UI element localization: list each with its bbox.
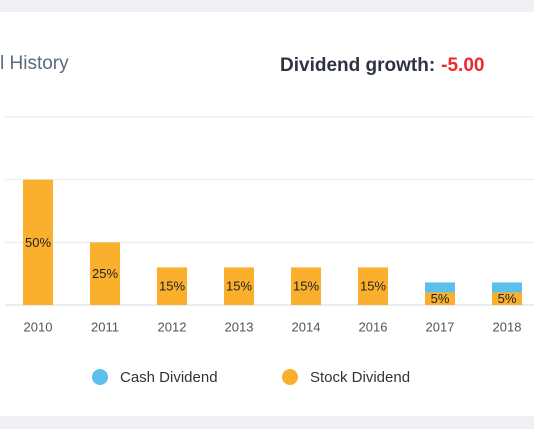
bar-segment xyxy=(291,267,321,305)
data-label: 15% xyxy=(293,279,319,294)
data-label: 15% xyxy=(226,279,252,294)
bar-segment xyxy=(425,282,455,293)
bar-segment xyxy=(492,292,522,305)
x-tick-label: 2017 xyxy=(426,319,455,334)
x-tick-label: 2011 xyxy=(91,319,119,334)
bar-segment xyxy=(425,292,455,305)
plot: 2010 50% 2011 25% 2012 15% 2013 15% 2014 15% 2016 1… xyxy=(5,116,534,386)
x-tick-label: 2010 xyxy=(24,319,53,334)
x-tick-label: 2016 xyxy=(359,319,388,334)
growth-value: -5.00 xyxy=(441,55,484,76)
data-label: 25% xyxy=(92,266,118,281)
x-tick-label: 2018 xyxy=(493,319,522,334)
growth: Dividend growth: -5.00 xyxy=(280,55,484,76)
legend-swatch xyxy=(92,369,108,385)
x-tick-label: 2013 xyxy=(225,319,254,334)
bar-segment xyxy=(358,267,388,305)
growth-label: Dividend growth: xyxy=(280,55,435,76)
data-label: 15% xyxy=(360,279,386,294)
bar-segment xyxy=(224,267,254,305)
data-label: 5% xyxy=(498,291,517,306)
bar-segment xyxy=(23,179,53,305)
bar-segment xyxy=(492,282,522,293)
legend-label: Cash Dividend xyxy=(120,369,218,386)
legend-swatch xyxy=(282,369,298,385)
x-tick-label: 2014 xyxy=(292,319,321,334)
bar-segment xyxy=(157,267,187,305)
x-tick-label: 2012 xyxy=(158,319,187,334)
card-title: l History xyxy=(0,53,69,74)
data-label: 50% xyxy=(25,235,51,250)
data-label: 15% xyxy=(159,279,185,294)
data-label: 5% xyxy=(431,291,450,306)
legend-label: Stock Dividend xyxy=(310,369,410,386)
bar-segment xyxy=(90,242,120,305)
card xyxy=(0,12,534,416)
